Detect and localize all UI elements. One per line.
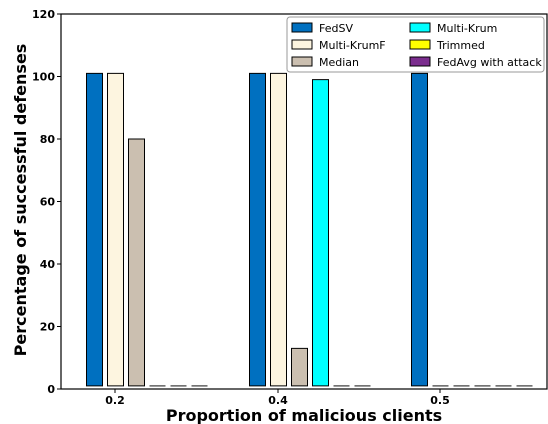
bar-fedsv-0.2 [86, 72, 103, 387]
y-tick-label: 120 [32, 8, 55, 21]
legend-label: Trimmed [436, 39, 485, 52]
bar-median-0.2 [128, 138, 145, 387]
bar-multi-krumf-0.4 [270, 72, 287, 387]
y-axis-label: Percentage of successful defenses [11, 44, 30, 357]
legend-swatch [409, 39, 431, 50]
legend-label: Multi-KrumF [319, 39, 386, 52]
legend-label: FedSV [319, 22, 353, 35]
x-tick-label: 0.5 [430, 394, 450, 407]
legend-label: Median [319, 56, 359, 69]
y-tick-label: 80 [40, 133, 56, 146]
bar-multi-krumf-0.2 [107, 72, 124, 387]
y-tick-label: 60 [40, 196, 56, 209]
axes-layer: 0 20 40 60 80 100 120 0.2 0.4 0.5 [32, 8, 548, 407]
bars-layer [86, 72, 533, 387]
legend: FedSV Multi-KrumF Median Multi-Krum Trimmed F… [286, 16, 545, 73]
legend-swatch [409, 22, 431, 33]
bar-multi-krum-0.4 [312, 79, 329, 387]
bar-fedsv-0.5 [411, 72, 428, 387]
y-tick-label: 100 [32, 71, 55, 84]
bar-fedsv-0.4 [249, 72, 266, 387]
y-tick-label: 40 [40, 258, 56, 271]
x-axis-label: Proportion of malicious clients [166, 406, 442, 424]
x-tick-label: 0.4 [268, 394, 288, 407]
legend-swatch [409, 56, 431, 67]
legend-swatch [291, 39, 313, 50]
legend-label: FedAvg with attack [437, 56, 542, 69]
y-tick-label: 20 [40, 321, 56, 334]
bar-median-0.4 [291, 347, 308, 387]
x-tick-label: 0.2 [105, 394, 125, 407]
legend-swatch [291, 22, 313, 33]
legend-label: Multi-Krum [437, 22, 497, 35]
y-tick-label: 0 [47, 383, 55, 396]
legend-swatch [291, 56, 313, 67]
